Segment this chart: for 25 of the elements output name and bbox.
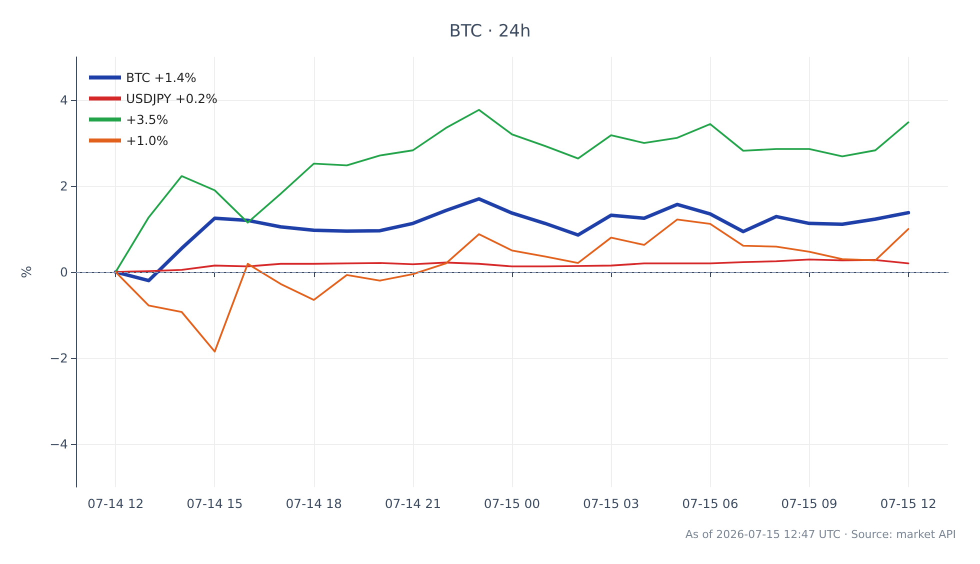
x-tick-label: 07-14 21 xyxy=(384,496,442,511)
y-tick-label: 4 xyxy=(60,92,68,108)
text: As of 2026-07-15 12:47 UTC · Source: market API xyxy=(685,528,956,541)
y-axis-title: % xyxy=(20,266,35,278)
y-tick-label: 0 xyxy=(60,264,68,280)
x-tick-label: 07-15 03 xyxy=(582,496,640,511)
x-tick-label: 07-14 15 xyxy=(186,496,243,511)
legend-label: BTC +1.4% xyxy=(126,70,197,85)
x-tick-label: 07-15 06 xyxy=(682,496,738,511)
legend-label: +3.5% xyxy=(126,112,168,127)
y-tick-label: 2 xyxy=(60,178,68,194)
y-tick-label: −4 xyxy=(50,436,68,452)
line-series xyxy=(114,108,910,273)
legend-label: USDJPY +0.2% xyxy=(126,91,218,106)
y-tick-label: −2 xyxy=(50,350,68,366)
x-tick-label: 07-15 09 xyxy=(781,496,838,511)
x-tick-label: 07-14 18 xyxy=(286,496,342,511)
legend-label: +1.0% xyxy=(126,133,168,148)
x-tick-label: 07-14 12 xyxy=(88,496,144,511)
x-tick-label: 07-15 00 xyxy=(484,496,540,511)
line-series xyxy=(114,258,910,273)
x-tick-label: 07-15 12 xyxy=(880,496,936,511)
line-series xyxy=(114,197,910,282)
line-series xyxy=(114,218,910,352)
chart-title: BTC · 24h xyxy=(449,22,531,42)
